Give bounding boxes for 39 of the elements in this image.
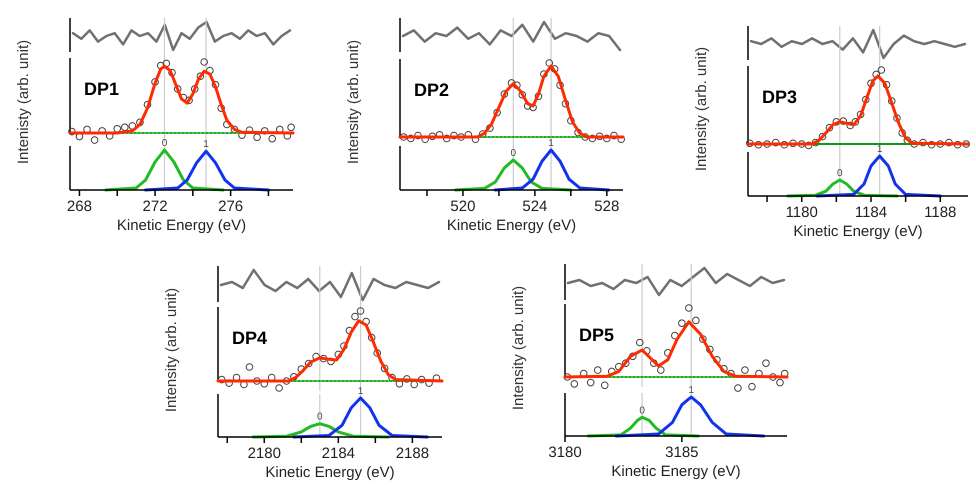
x-tick-label: 272 <box>142 198 168 215</box>
x-tick-label: 2188 <box>396 445 430 462</box>
text: DP1 <box>84 79 120 99</box>
annotation: 1 <box>688 385 694 396</box>
y-axis-title: Intenisty (arb. unit) <box>15 40 32 164</box>
x-tick-label: 1188 <box>924 204 956 221</box>
x-tick-label: 3185 <box>665 444 699 461</box>
text: DP3 <box>762 87 798 107</box>
x-axis-title: Kinetic Energy (eV) <box>116 217 246 234</box>
x-tick-label: 276 <box>218 198 244 215</box>
annotation: 0 <box>162 138 168 149</box>
y-axis-title: Intensity (arb. unit) <box>510 286 527 410</box>
x-tick-label: 1180 <box>786 204 818 221</box>
x-tick-label: 2184 <box>322 445 356 462</box>
x-axis-title: Kinetic Energy (eV) <box>446 217 576 234</box>
x-tick-label: 528 <box>594 198 620 215</box>
annotation: 1 <box>548 138 554 149</box>
x-tick-label: 524 <box>522 198 548 215</box>
y-axis-title: Intensity (arb. unit) <box>163 288 180 412</box>
x-axis-title: Kinetic Energy (eV) <box>793 223 923 240</box>
annotation: 0 <box>639 405 646 416</box>
x-tick-label: 268 <box>66 198 92 215</box>
text: DP2 <box>414 80 450 100</box>
x-tick-label: 520 <box>450 198 476 215</box>
x-tick-label: 2180 <box>248 445 281 462</box>
annotation: 0 <box>510 148 517 159</box>
x-axis-title: Kinetic Energy (eV) <box>611 463 741 480</box>
x-axis-title: Kinetic Energy (eV) <box>265 464 395 481</box>
x-tick-label: 1184 <box>854 204 888 221</box>
annotation: 0 <box>837 168 844 179</box>
annotation: 1 <box>358 386 364 397</box>
text: DP4 <box>232 328 268 348</box>
annotation: 1 <box>203 139 210 150</box>
y-axis-title: Intensity (arb. unit) <box>345 40 362 164</box>
text: DP5 <box>579 325 614 345</box>
y-axis-title: Intensity (arb. unit) <box>693 46 710 172</box>
x-tick-label: 3180 <box>548 444 582 461</box>
annotation: 1 <box>876 144 883 155</box>
annotation: 0 <box>317 412 324 423</box>
